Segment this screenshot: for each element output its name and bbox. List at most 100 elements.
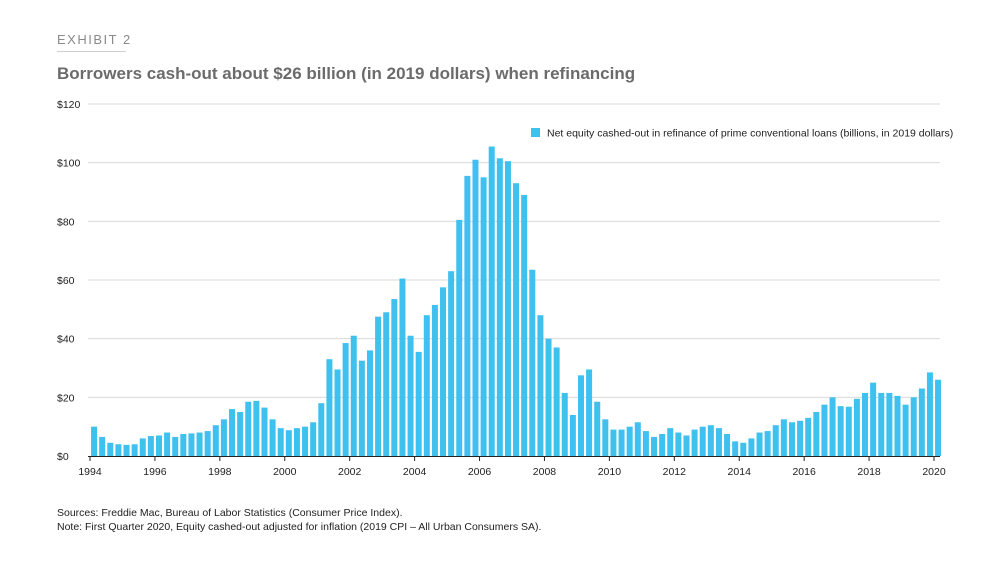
bar [180, 434, 187, 456]
x-tick-label: 2014 [728, 466, 752, 478]
bar [464, 175, 471, 456]
bar [99, 436, 106, 456]
bar [926, 372, 933, 456]
bar [675, 432, 682, 456]
bar [334, 369, 341, 456]
legend: Net equity cashed-out in refinance of pr… [531, 128, 953, 140]
y-axis-ticks: $0 $20 $40 $60 $80 $100 $120 [57, 99, 81, 463]
bar [293, 428, 300, 456]
x-tick-label: 2012 [663, 466, 687, 478]
bar [318, 403, 325, 456]
bar [829, 397, 836, 456]
bar [748, 438, 755, 456]
bar [164, 432, 171, 456]
bar [626, 426, 633, 456]
bar [594, 401, 601, 456]
bar [618, 429, 625, 456]
bar [269, 419, 276, 456]
x-tick-label: 2008 [533, 466, 557, 478]
bar [448, 271, 455, 456]
bar [870, 382, 877, 456]
bar [326, 359, 333, 456]
bar [261, 407, 268, 456]
bar [383, 312, 390, 456]
bar [302, 426, 309, 456]
x-tick-label: 1994 [78, 466, 102, 478]
bar [188, 433, 195, 456]
bar [634, 422, 641, 456]
bar [537, 315, 544, 456]
bar [391, 299, 398, 456]
y-tick-label: $60 [57, 275, 75, 287]
bar [910, 397, 917, 456]
bar [529, 269, 536, 456]
bar [123, 444, 130, 456]
bar [667, 428, 674, 456]
y-tick-label: $100 [57, 158, 81, 170]
bars [91, 146, 942, 457]
bar [488, 146, 495, 456]
bar [602, 419, 609, 456]
bar [691, 429, 698, 456]
bar [91, 426, 98, 456]
bar [715, 428, 722, 456]
bar [642, 431, 649, 456]
bar [586, 369, 593, 456]
x-tick-label: 2020 [922, 466, 946, 478]
x-tick-label: 2004 [403, 466, 427, 478]
legend-label: Net equity cashed-out in refinance of pr… [547, 128, 953, 140]
bar [472, 159, 479, 457]
bar [237, 412, 244, 456]
bar [366, 350, 373, 456]
bar [569, 414, 576, 456]
bar [894, 395, 901, 456]
bar [310, 422, 317, 456]
bar [423, 315, 430, 456]
bar [561, 392, 568, 456]
bar [358, 360, 365, 456]
bar [147, 436, 154, 456]
bar [196, 432, 203, 456]
bar [513, 183, 520, 456]
x-axis: 1994 1996 1998 2000 2002 2004 2006 2008 2010 2012… [78, 456, 946, 478]
bar [756, 432, 763, 456]
exhibit-label: EXHIBIT 2 [57, 32, 132, 47]
bar [805, 417, 812, 456]
bar [853, 398, 860, 456]
x-tick-label: 1998 [208, 466, 232, 478]
bar [415, 351, 422, 456]
bar [837, 406, 844, 456]
bar [431, 304, 438, 456]
bar [115, 444, 122, 456]
x-tick-label: 2018 [857, 466, 881, 478]
bar [440, 287, 447, 456]
legend-swatch [531, 128, 540, 137]
exhibit-divider [57, 51, 126, 52]
bar [659, 434, 666, 456]
bar [935, 379, 942, 456]
y-tick-label: $0 [57, 451, 69, 463]
bar [683, 435, 690, 456]
bar [878, 392, 885, 456]
bar [350, 335, 357, 456]
adjustment-note: Note: First Quarter 2020, Equity cashed-… [57, 521, 542, 533]
bar [245, 401, 252, 456]
bar [229, 409, 236, 456]
bar [780, 419, 787, 456]
bar [375, 316, 382, 456]
bar [131, 444, 138, 456]
bar [610, 429, 617, 456]
y-tick-label: $20 [57, 392, 75, 404]
y-tick-label: $40 [57, 334, 75, 346]
bar [845, 406, 852, 456]
bar [862, 392, 869, 456]
bar [764, 431, 771, 456]
bar [545, 338, 552, 456]
bar [220, 419, 227, 456]
bar [342, 343, 349, 456]
x-tick-label: 2010 [598, 466, 622, 478]
bar [553, 347, 560, 456]
y-tick-label: $80 [57, 216, 75, 228]
bar [212, 425, 219, 456]
bar [788, 422, 795, 456]
